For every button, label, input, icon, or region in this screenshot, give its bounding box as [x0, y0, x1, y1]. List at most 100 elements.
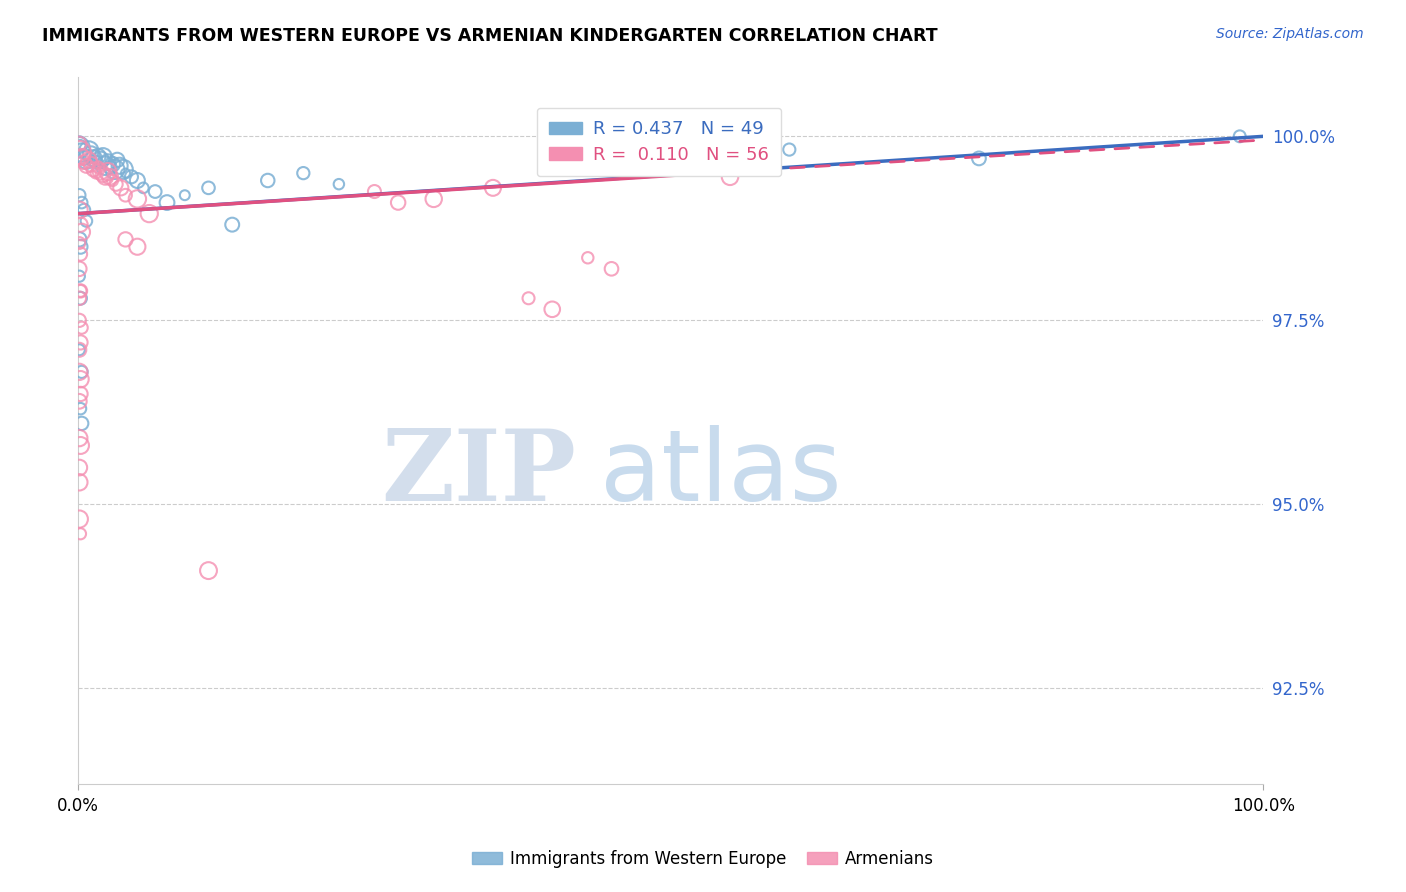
Point	[70, 365, 93, 379]
Point	[541, 302, 564, 317]
Point	[67, 512, 90, 526]
Point	[69, 138, 91, 153]
Point	[114, 166, 136, 180]
Point	[77, 144, 100, 158]
Point	[114, 188, 136, 202]
Point	[70, 225, 93, 239]
Point	[67, 145, 90, 160]
Point	[967, 152, 990, 166]
Point	[67, 188, 90, 202]
Point	[67, 291, 90, 305]
Point	[69, 401, 91, 416]
Point	[67, 140, 90, 154]
Point	[101, 157, 124, 171]
Point	[84, 155, 107, 169]
Point	[67, 232, 90, 246]
Point	[97, 155, 120, 169]
Point	[75, 159, 97, 173]
Point	[1229, 129, 1251, 144]
Point	[87, 160, 110, 174]
Point	[84, 166, 107, 180]
Point	[75, 214, 97, 228]
Point	[173, 188, 195, 202]
Point	[67, 202, 90, 217]
Point	[67, 269, 90, 284]
Point	[70, 145, 93, 160]
Point	[156, 195, 179, 210]
Point	[110, 181, 132, 195]
Point	[91, 168, 114, 182]
Point	[132, 181, 155, 195]
Point	[70, 195, 93, 210]
Point	[87, 149, 110, 163]
Text: IMMIGRANTS FROM WESTERN EUROPE VS ARMENIAN KINDERGARTEN CORRELATION CHART: IMMIGRANTS FROM WESTERN EUROPE VS ARMENI…	[42, 27, 938, 45]
Point	[718, 144, 741, 158]
Point	[422, 192, 444, 206]
Point	[80, 147, 103, 161]
Point	[80, 157, 103, 171]
Point	[105, 177, 128, 191]
Point	[67, 431, 90, 445]
Point	[387, 195, 409, 210]
Point	[67, 460, 90, 475]
Point	[67, 261, 90, 276]
Point	[69, 387, 91, 401]
Point	[104, 162, 127, 177]
Point	[197, 564, 219, 578]
Point	[90, 153, 112, 167]
Legend: Immigrants from Western Europe, Armenians: Immigrants from Western Europe, Armenian…	[465, 844, 941, 875]
Point	[718, 169, 741, 184]
Point	[101, 173, 124, 187]
Point	[67, 136, 90, 151]
Point	[112, 162, 135, 177]
Text: ZIP: ZIP	[381, 425, 576, 522]
Point	[114, 232, 136, 246]
Point	[69, 526, 91, 541]
Point	[576, 251, 599, 265]
Text: Source: ZipAtlas.com: Source: ZipAtlas.com	[1216, 27, 1364, 41]
Point	[69, 284, 91, 298]
Point	[98, 169, 121, 184]
Point	[197, 181, 219, 195]
Point	[69, 335, 91, 350]
Point	[83, 162, 105, 177]
Point	[69, 284, 91, 298]
Point	[778, 143, 800, 157]
Point	[108, 159, 131, 173]
Point	[69, 218, 91, 232]
Point	[221, 218, 243, 232]
Point	[67, 394, 90, 409]
Point	[91, 150, 114, 164]
Point	[67, 343, 90, 357]
Point	[94, 169, 117, 184]
Point	[73, 155, 96, 169]
Point	[517, 291, 540, 305]
Point	[67, 475, 90, 490]
Text: atlas: atlas	[599, 425, 841, 522]
Point	[120, 169, 142, 184]
Point	[292, 166, 315, 180]
Point	[77, 153, 100, 167]
Point	[69, 438, 91, 452]
Legend: R = 0.437   N = 49, R =  0.110   N = 56: R = 0.437 N = 49, R = 0.110 N = 56	[537, 108, 782, 176]
Point	[75, 153, 97, 167]
Point	[70, 320, 93, 334]
Point	[482, 181, 505, 195]
Point	[127, 192, 149, 206]
Point	[143, 185, 166, 199]
Point	[67, 136, 90, 151]
Point	[97, 164, 120, 178]
Point	[73, 150, 96, 164]
Point	[328, 177, 350, 191]
Point	[69, 372, 91, 386]
Point	[69, 247, 91, 261]
Point	[363, 185, 385, 199]
Point	[83, 152, 105, 166]
Point	[94, 159, 117, 173]
Point	[67, 365, 90, 379]
Point	[127, 240, 149, 254]
Point	[90, 164, 112, 178]
Point	[70, 150, 93, 164]
Point	[69, 291, 91, 305]
Point	[256, 173, 278, 187]
